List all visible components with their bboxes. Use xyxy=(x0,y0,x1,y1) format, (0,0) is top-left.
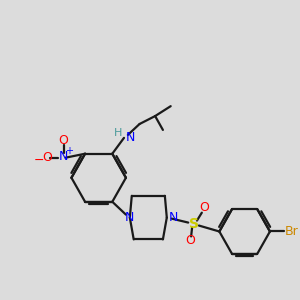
Text: −: − xyxy=(34,154,45,167)
Text: +: + xyxy=(65,146,74,156)
Text: O: O xyxy=(185,234,195,247)
Text: N: N xyxy=(169,211,178,224)
Text: Br: Br xyxy=(284,225,298,238)
Text: N: N xyxy=(126,131,135,144)
Text: O: O xyxy=(199,201,209,214)
Text: N: N xyxy=(125,211,134,224)
Text: O: O xyxy=(59,134,69,147)
Text: N: N xyxy=(59,150,68,163)
Text: O: O xyxy=(42,151,52,164)
Text: S: S xyxy=(189,217,199,231)
Text: H: H xyxy=(114,128,122,138)
